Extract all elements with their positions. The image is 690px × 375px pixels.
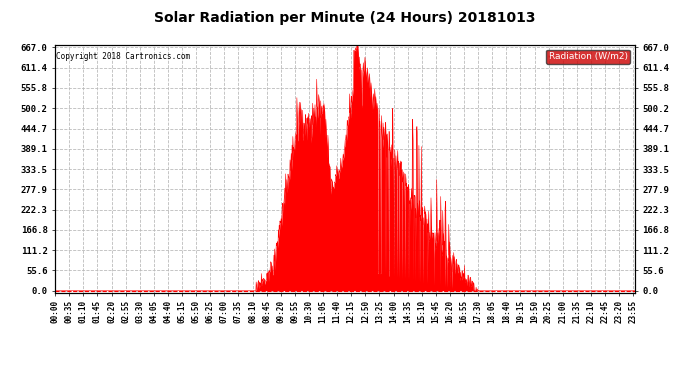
- Text: Solar Radiation per Minute (24 Hours) 20181013: Solar Radiation per Minute (24 Hours) 20…: [155, 11, 535, 25]
- Text: Copyright 2018 Cartronics.com: Copyright 2018 Cartronics.com: [57, 53, 190, 62]
- Legend: Radiation (W/m2): Radiation (W/m2): [546, 50, 630, 64]
